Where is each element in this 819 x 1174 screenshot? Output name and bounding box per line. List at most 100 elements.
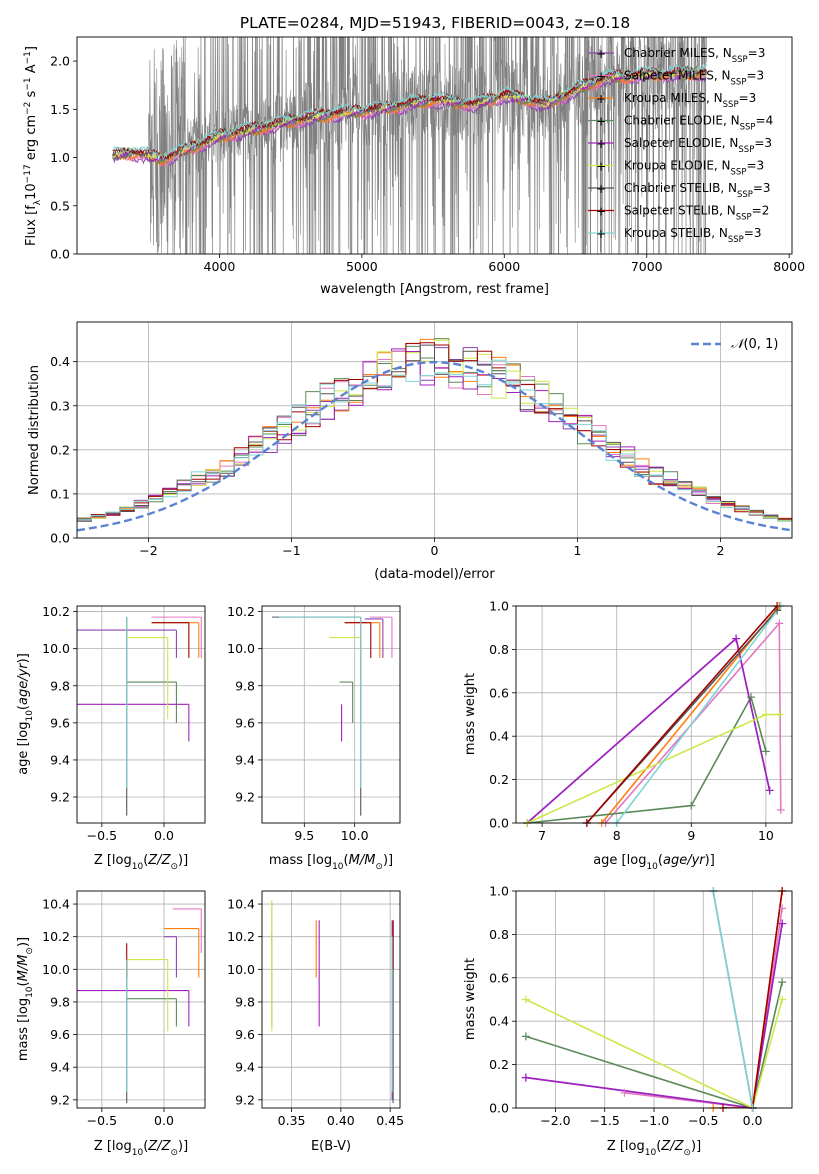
y-tick-label: 9.2 bbox=[50, 1092, 70, 1107]
y-tick-label: 0.6 bbox=[489, 970, 509, 985]
y-tick-label: 1.0 bbox=[489, 884, 509, 899]
y-axis-label: Flux [fλ10−17 erg cm−2 s−1 A−1] bbox=[23, 46, 43, 246]
series-line-salpeter-stelib bbox=[586, 606, 778, 823]
y-tick-label: 0.3 bbox=[50, 398, 70, 413]
x-tick-label: −0.5 bbox=[87, 828, 117, 843]
axes-frame bbox=[261, 605, 401, 824]
y-tick-label: 9.2 bbox=[50, 790, 70, 805]
legend-entry-kroupa-stelib: Kroupa STELIB, NSSP=3 bbox=[624, 226, 762, 245]
x-tick-label: 0.45 bbox=[376, 1113, 404, 1128]
x-tick-label: 8 bbox=[613, 828, 621, 843]
y-tick-label: 0.2 bbox=[50, 442, 70, 457]
legend-entry-salpeter-stelib: Salpeter STELIB, NSSP=2 bbox=[624, 204, 769, 223]
x-tick-label: −1.0 bbox=[639, 1113, 669, 1128]
series-marker-salpeter-elodie bbox=[521, 1073, 530, 1082]
plot-spectrum: 4000 5000 6000 7000 8000 0.0 0.5 1.0 1.5 2.0 wavel… bbox=[23, 36, 805, 297]
series-line-kroupa-elodie bbox=[525, 998, 783, 1108]
x-tick-label: 10.0 bbox=[341, 828, 369, 843]
histogram-kroupa-stelib bbox=[77, 359, 792, 538]
x-tick-label: −1 bbox=[282, 543, 300, 558]
series-marker-salpeter-elodie bbox=[778, 919, 787, 928]
series-marker-chabrier-elodie bbox=[761, 747, 770, 756]
legend-entry-kroupa-elodie: Kroupa ELODIE, NSSP=3 bbox=[624, 159, 764, 178]
series-line-chabrier-elodie bbox=[527, 694, 767, 823]
plot-z_weight: −2.0 −1.5 −1.0 −0.5 0.0 0.0 0.2 0.4 0.6 0.8 1.0 Z [… bbox=[463, 884, 793, 1158]
y-tick-label: 0.0 bbox=[50, 247, 70, 262]
y-axis-label: Normed distribution bbox=[27, 365, 42, 495]
plot-area bbox=[272, 616, 393, 816]
series-marker-kroupa-elodie bbox=[775, 710, 784, 719]
series-marker-salpeter-miles bbox=[776, 805, 785, 814]
axes-frame bbox=[261, 890, 401, 1109]
legend-entry-chabrier-elodie: Chabrier ELODIE, NSSP=4 bbox=[624, 114, 773, 133]
y-axis-label: mass weight bbox=[463, 673, 478, 755]
y-tick-label: 9.8 bbox=[50, 994, 70, 1009]
x-axis-label: age [log10(age/yr)] bbox=[593, 853, 715, 872]
legend-entry-salpeter-elodie: Salpeter ELODIE, NSSP=3 bbox=[624, 136, 772, 155]
plot-area bbox=[77, 908, 202, 1104]
plot-ebv_mass: 0.35 0.40 0.45 9.2 9.4 9.6 9.8 10.0 10.2 10.4 E(B-… bbox=[227, 890, 404, 1154]
x-tick-label: 9 bbox=[687, 828, 695, 843]
y-tick-label: 10.2 bbox=[227, 929, 255, 944]
y-tick-label: 10.0 bbox=[42, 641, 70, 656]
x-tick-label: 7000 bbox=[631, 259, 663, 274]
axes-frame bbox=[515, 890, 793, 1109]
plot-mass_age: 9.5 10.0 9.2 9.4 9.6 9.8 10.0 10.2 mass [log10(M… bbox=[227, 604, 401, 872]
axes-frame bbox=[515, 605, 793, 824]
y-tick-label: 0.0 bbox=[50, 531, 70, 546]
y-tick-label: 10.2 bbox=[42, 929, 70, 944]
series-line-kroupa-stelib bbox=[712, 891, 754, 1108]
normal-curve bbox=[77, 360, 792, 532]
legend-marker: + bbox=[596, 182, 606, 196]
y-tick-label: 9.6 bbox=[235, 715, 255, 730]
series-marker-chabrier-elodie bbox=[521, 1032, 530, 1041]
legend-entry-salpeter-miles: Salpeter MILES, NSSP=3 bbox=[624, 69, 764, 88]
axes-frame bbox=[76, 36, 793, 255]
plot-area bbox=[77, 338, 792, 538]
y-tick-label: 0.2 bbox=[489, 1057, 509, 1072]
x-axis-label: (data-model)/error bbox=[374, 567, 495, 582]
series-marker-kroupa-elodie bbox=[761, 710, 770, 719]
series-line-salpeter-stelib bbox=[723, 891, 783, 1108]
model-line-chabrier-miles bbox=[112, 72, 707, 167]
plot-area bbox=[77, 616, 202, 816]
y-tick-label: 0.1 bbox=[50, 486, 70, 501]
axes-frame bbox=[76, 605, 206, 824]
axes-frame bbox=[76, 321, 793, 539]
y-tick-label: 10.0 bbox=[42, 962, 70, 977]
y-tick-label: 10.0 bbox=[227, 641, 255, 656]
y-tick-label: 10.4 bbox=[42, 897, 70, 912]
y-tick-label: 9.4 bbox=[50, 1060, 70, 1075]
series-line-salpeter-elodie bbox=[525, 923, 783, 1108]
x-tick-label: 0 bbox=[431, 543, 439, 558]
observed-spectrum bbox=[112, 37, 707, 254]
x-tick-label: 0.0 bbox=[743, 1113, 763, 1128]
x-tick-label: −0.5 bbox=[87, 1113, 117, 1128]
y-tick-label: 2.0 bbox=[50, 54, 70, 69]
legend-marker: + bbox=[596, 92, 606, 106]
x-axis-label: Z [log10(Z/Z⊙)] bbox=[607, 1139, 701, 1158]
series-line-kroupa-stelib bbox=[616, 606, 782, 823]
x-tick-label: −2.0 bbox=[540, 1113, 570, 1128]
plot-age_weight: 7 8 9 10 0.0 0.2 0.4 0.6 0.8 1.0 age [log10(age/yr… bbox=[463, 599, 793, 872]
plot-area bbox=[271, 900, 394, 1104]
y-tick-label: 9.6 bbox=[235, 1027, 255, 1042]
legend-marker: + bbox=[596, 47, 606, 61]
legend-marker: + bbox=[596, 205, 606, 219]
x-axis-label: E(B-V) bbox=[311, 1139, 351, 1154]
y-tick-label: 0.6 bbox=[489, 685, 509, 700]
y-tick-label: 9.6 bbox=[50, 1027, 70, 1042]
y-tick-label: 0.2 bbox=[489, 772, 509, 787]
series-marker-chabrier-elodie bbox=[746, 693, 755, 702]
legend-entry-kroupa-miles: Kroupa MILES, NSSP=3 bbox=[624, 91, 756, 110]
legend-marker: + bbox=[596, 160, 606, 174]
axes-frame bbox=[76, 890, 206, 1109]
series-marker-kroupa-elodie bbox=[778, 995, 787, 1004]
x-tick-label: −0.5 bbox=[688, 1113, 718, 1128]
y-tick-label: 0.8 bbox=[489, 927, 509, 942]
series-marker-salpeter-miles bbox=[620, 1088, 629, 1097]
y-axis-label: mass [log10(M/M⊙)] bbox=[16, 937, 35, 1061]
series-marker-chabrier-elodie bbox=[687, 801, 696, 810]
y-tick-label: 10.0 bbox=[227, 962, 255, 977]
